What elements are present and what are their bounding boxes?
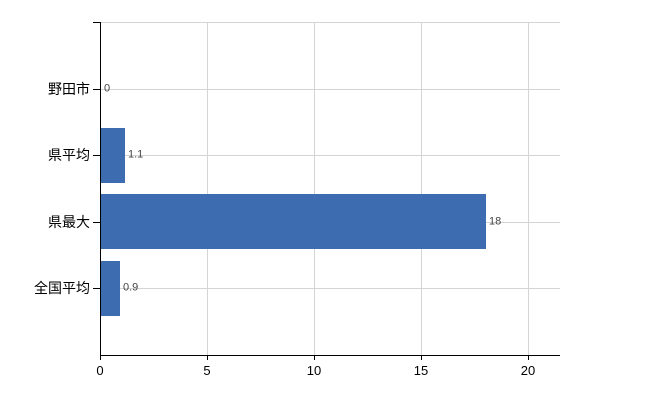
x-axis <box>100 355 560 356</box>
vertical-gridline <box>314 22 315 355</box>
bar <box>101 128 125 183</box>
value-label: 1.1 <box>128 148 144 161</box>
x-axis-tick-label: 10 <box>306 363 322 378</box>
x-axis-tick <box>100 356 101 360</box>
x-axis-tick-label: 5 <box>203 363 211 378</box>
value-label: 0 <box>104 82 111 95</box>
x-axis-tick <box>314 356 315 360</box>
y-axis-tick <box>93 88 100 90</box>
horizontal-gridline <box>100 88 560 90</box>
horizontal-gridline <box>100 155 560 157</box>
x-axis-tick <box>207 356 208 360</box>
value-label: 18 <box>489 215 502 228</box>
y-axis <box>100 22 101 356</box>
x-axis-tick <box>528 356 529 360</box>
x-axis-tick-label: 0 <box>96 363 104 378</box>
category-label: 野田市 <box>48 80 90 97</box>
vertical-gridline <box>528 22 529 355</box>
y-axis-tick <box>93 155 100 157</box>
horizontal-gridline <box>100 288 560 290</box>
y-axis-tick <box>93 221 100 223</box>
category-label: 県最大 <box>48 213 90 230</box>
bar <box>101 261 120 316</box>
bar <box>101 194 486 249</box>
category-label: 全国平均 <box>34 280 90 297</box>
vertical-gridline <box>421 22 422 355</box>
x-axis-tick-label: 20 <box>520 363 536 378</box>
x-axis-tick <box>421 356 422 360</box>
value-label: 0.9 <box>123 281 139 294</box>
x-axis-tick-label: 15 <box>413 363 429 378</box>
vertical-gridline <box>207 22 208 355</box>
y-axis-tick <box>93 288 100 290</box>
y-axis-tick <box>93 22 100 23</box>
horizontal-gridline <box>100 22 560 23</box>
category-label: 県平均 <box>48 147 90 164</box>
